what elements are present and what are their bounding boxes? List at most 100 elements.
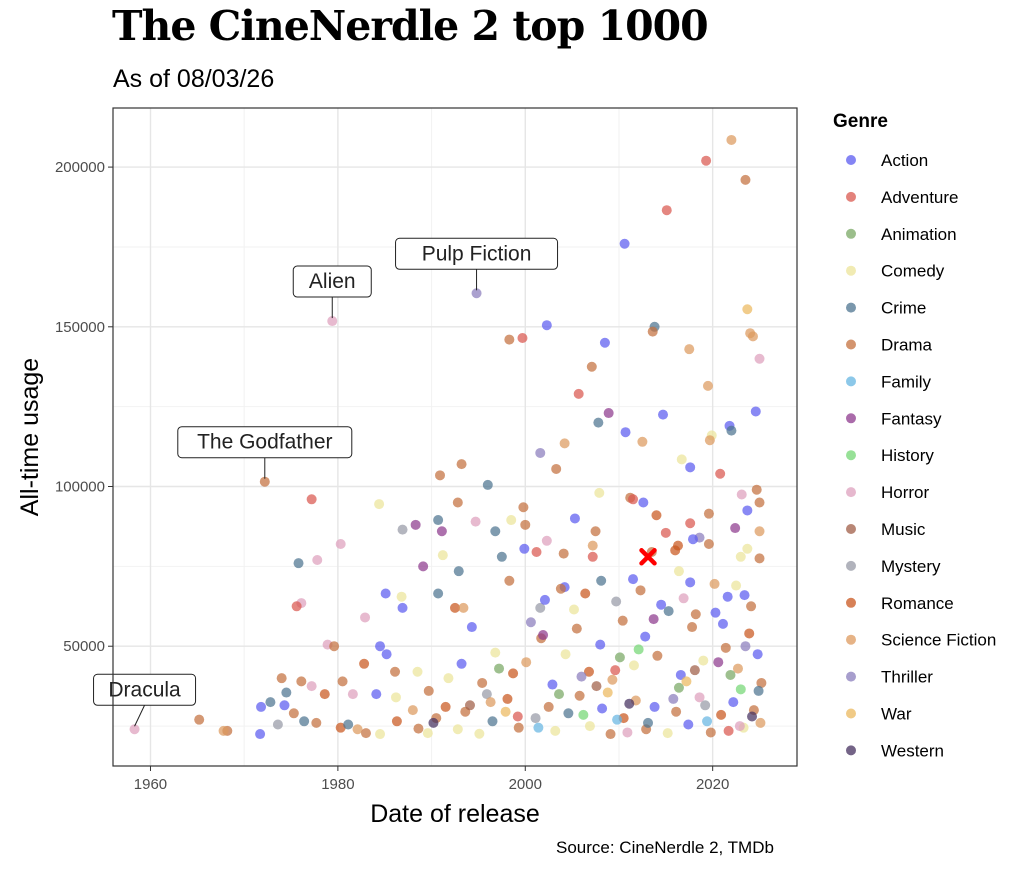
data-point (381, 649, 392, 660)
x-tick-label: 2020 (696, 776, 729, 793)
data-point (506, 515, 517, 526)
data-point (612, 714, 623, 725)
y-tick-label: 150000 (55, 319, 105, 336)
data-point (628, 574, 639, 585)
annotation-box (93, 673, 197, 706)
data-point (299, 716, 310, 727)
data-point (466, 622, 477, 633)
data-point (390, 692, 401, 703)
data-point (547, 679, 558, 690)
data-point (702, 380, 713, 391)
legend-label: Family (881, 372, 932, 391)
legend-label: Drama (881, 336, 933, 355)
data-point (538, 630, 549, 641)
data-point (704, 435, 715, 446)
data-point (531, 546, 542, 557)
x-tick-label: 2000 (509, 776, 542, 793)
data-point (754, 526, 765, 537)
data-point (703, 539, 714, 550)
data-point (685, 577, 696, 588)
data-point (740, 641, 751, 652)
data-point (502, 693, 513, 704)
data-point (504, 575, 515, 586)
data-point (754, 353, 765, 364)
legend-label: Animation (881, 225, 957, 244)
data-point (482, 479, 493, 490)
data-point (662, 728, 673, 739)
data-point (694, 692, 705, 703)
data-point (587, 551, 598, 562)
data-point (443, 673, 454, 684)
data-point (698, 655, 709, 666)
data-point (624, 698, 635, 709)
data-point (683, 719, 694, 730)
data-point (739, 590, 750, 601)
data-point (512, 711, 523, 722)
data-point (513, 722, 524, 733)
data-point (418, 561, 429, 572)
data-point (709, 578, 720, 589)
data-point (747, 711, 758, 722)
data-point (517, 332, 528, 343)
legend-label: Fantasy (881, 409, 942, 428)
y-axis-title: All-time usage (16, 358, 44, 516)
legend-key (846, 413, 856, 424)
data-point (576, 671, 587, 682)
data-point (471, 288, 482, 299)
data-point (610, 665, 621, 676)
data-point (412, 666, 423, 677)
data-point (586, 361, 597, 372)
data-point (437, 550, 448, 561)
data-point (607, 674, 618, 685)
data-point (676, 454, 687, 465)
data-point (710, 607, 721, 618)
data-point (474, 728, 485, 739)
data-point (464, 700, 475, 711)
data-point (543, 701, 554, 712)
data-point (433, 515, 444, 526)
data-point (584, 721, 595, 732)
chart-subtitle: As of 08/03/26 (113, 65, 275, 93)
data-point (485, 697, 496, 708)
data-point (533, 722, 544, 733)
data-point (563, 708, 574, 719)
data-point (194, 714, 205, 725)
data-point (359, 658, 370, 669)
data-point (753, 685, 764, 696)
data-point (521, 657, 532, 668)
data-point (554, 689, 565, 700)
data-point (352, 724, 363, 735)
data-point (648, 614, 659, 625)
data-point (756, 677, 767, 688)
data-point (550, 725, 561, 736)
legend-label: Science Fiction (881, 631, 996, 650)
data-point (755, 717, 766, 728)
data-point (255, 729, 266, 740)
data-point (508, 668, 519, 679)
data-point (701, 155, 712, 166)
chart-title: The CineNerdle 2 top 1000 (112, 2, 709, 50)
data-point (281, 687, 292, 698)
legend-label: Crime (881, 299, 926, 318)
data-point (732, 663, 743, 674)
data-point (487, 716, 498, 727)
data-point (735, 551, 746, 562)
legend-label: Western (881, 741, 944, 760)
data-point (397, 524, 408, 535)
y-tick-label: 50000 (63, 638, 105, 655)
data-point (596, 575, 607, 586)
data-point (687, 534, 698, 545)
data-point (440, 701, 451, 712)
legend-key (846, 155, 856, 165)
legend-label: Mystery (881, 557, 941, 576)
legend-key (846, 191, 856, 202)
data-point (633, 644, 644, 655)
source-caption: Source: CineNerdle 2, TMDb (556, 838, 774, 857)
legend-key (846, 228, 856, 239)
data-point (614, 652, 625, 663)
data-point (593, 417, 604, 428)
data-point (327, 316, 338, 327)
data-point (751, 484, 762, 495)
legend-label: Action (881, 151, 928, 170)
